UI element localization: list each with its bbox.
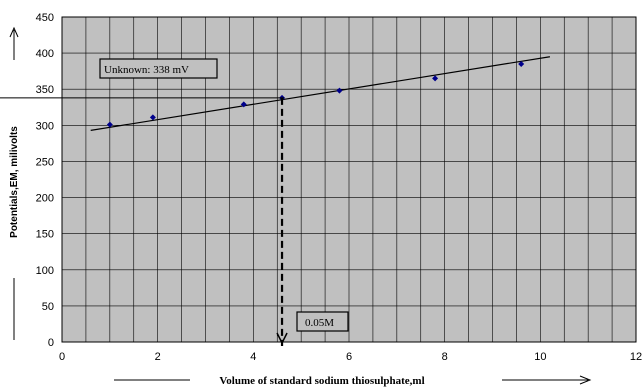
concentration-label: 0.05M — [305, 317, 334, 329]
x-axis-title: Volume of standard sodium thiosulphate,m… — [219, 375, 424, 387]
y-tick-label: 50 — [42, 301, 54, 313]
y-tick-label: 300 — [36, 120, 54, 132]
data-point — [149, 114, 156, 121]
data-point — [432, 75, 439, 82]
y-tick-label: 350 — [36, 84, 54, 96]
annotations: Unknown: 338 mV 0.05M — [0, 58, 349, 346]
y-tick-label: 100 — [36, 265, 54, 277]
x-tick-label: 10 — [534, 351, 546, 363]
x-tick-label: 8 — [442, 351, 448, 363]
y-tick-label: 200 — [36, 193, 54, 205]
concentration-label-box — [296, 311, 349, 332]
y-axis-arrows — [9, 26, 19, 340]
unknown-label: Unknown: 338 mV — [104, 64, 189, 76]
gridlines — [61, 16, 637, 343]
y-tick-label: 400 — [36, 48, 54, 60]
y-tick-label: 150 — [36, 229, 54, 241]
x-tick-label: 12 — [630, 351, 642, 363]
tick-labels: 0 50 100 150 200 250 300 350 400 450 0 2 4 6 8 10 12 — [36, 12, 642, 363]
data-point — [240, 101, 247, 108]
data-points — [106, 60, 525, 128]
y-tick-label: 250 — [36, 156, 54, 168]
y-tick-label: 450 — [36, 12, 54, 24]
y-axis-title: Potentials,EM, milivolts — [9, 126, 20, 238]
trendline-group — [90, 56, 550, 131]
data-point — [518, 60, 525, 67]
data-point — [336, 87, 343, 94]
down-arrow-head — [276, 332, 288, 345]
x-tick-label: 6 — [346, 351, 352, 363]
y-tick-label: 0 — [48, 337, 54, 349]
x-tick-label: 4 — [250, 351, 256, 363]
plot-border — [61, 16, 637, 343]
unknown-label-box — [99, 58, 218, 79]
data-point — [106, 121, 113, 128]
axis-titles: Potentials,EM, milivolts Volume of stand… — [9, 26, 592, 387]
x-tick-label: 0 — [59, 351, 65, 363]
x-tick-label: 2 — [155, 351, 161, 363]
x-axis-arrows — [114, 375, 592, 385]
trendline — [90, 56, 550, 131]
